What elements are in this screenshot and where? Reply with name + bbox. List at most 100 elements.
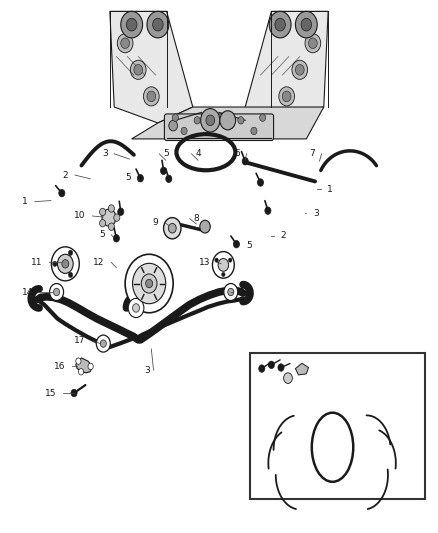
- Text: 16: 16: [54, 362, 65, 371]
- Circle shape: [233, 240, 240, 248]
- Circle shape: [258, 179, 264, 186]
- Circle shape: [201, 109, 220, 132]
- Circle shape: [283, 91, 291, 102]
- Text: 12: 12: [93, 258, 105, 266]
- Text: 5: 5: [246, 241, 252, 250]
- Circle shape: [194, 117, 200, 124]
- Circle shape: [259, 365, 265, 372]
- Circle shape: [131, 60, 146, 79]
- Text: 11: 11: [31, 258, 42, 266]
- Text: 3: 3: [102, 149, 108, 158]
- Circle shape: [215, 258, 218, 262]
- Circle shape: [172, 114, 178, 122]
- Circle shape: [278, 364, 284, 371]
- Circle shape: [181, 127, 187, 135]
- Text: 2: 2: [280, 231, 286, 240]
- Circle shape: [68, 272, 73, 278]
- Circle shape: [212, 252, 234, 278]
- Text: 2: 2: [63, 171, 68, 180]
- Circle shape: [62, 260, 69, 268]
- FancyBboxPatch shape: [164, 114, 274, 141]
- Circle shape: [96, 335, 110, 352]
- Circle shape: [147, 11, 169, 38]
- Circle shape: [127, 18, 137, 31]
- Circle shape: [76, 358, 81, 365]
- Circle shape: [251, 127, 257, 135]
- Circle shape: [147, 91, 155, 102]
- Text: 6: 6: [234, 149, 240, 158]
- Circle shape: [284, 373, 292, 383]
- Text: 7: 7: [309, 149, 315, 158]
- Circle shape: [222, 272, 225, 277]
- Text: 17: 17: [74, 336, 86, 345]
- Circle shape: [121, 11, 143, 38]
- Circle shape: [163, 217, 181, 239]
- Circle shape: [168, 223, 176, 233]
- Circle shape: [275, 18, 286, 31]
- Text: 1: 1: [22, 197, 28, 206]
- Circle shape: [269, 11, 291, 38]
- Text: 15: 15: [45, 389, 57, 398]
- Circle shape: [118, 208, 124, 215]
- Bar: [251, 353, 425, 499]
- Text: 5: 5: [163, 149, 169, 158]
- Circle shape: [128, 298, 144, 318]
- Circle shape: [133, 304, 140, 312]
- Polygon shape: [110, 11, 193, 123]
- Text: 9: 9: [152, 218, 158, 227]
- Circle shape: [51, 247, 79, 281]
- Circle shape: [133, 263, 166, 304]
- Text: 14: 14: [22, 287, 33, 296]
- Circle shape: [308, 38, 317, 49]
- Circle shape: [206, 115, 215, 126]
- Circle shape: [113, 235, 120, 242]
- Circle shape: [108, 223, 114, 230]
- Circle shape: [220, 111, 236, 130]
- Text: 5: 5: [99, 230, 105, 239]
- Polygon shape: [132, 107, 324, 139]
- Circle shape: [166, 175, 172, 182]
- Circle shape: [268, 361, 275, 368]
- Text: 4: 4: [195, 149, 201, 158]
- Polygon shape: [295, 364, 308, 375]
- Circle shape: [102, 209, 116, 226]
- Text: 10: 10: [74, 212, 86, 221]
- Circle shape: [242, 158, 248, 165]
- Circle shape: [152, 18, 163, 31]
- Polygon shape: [245, 11, 328, 123]
- Circle shape: [228, 288, 234, 296]
- Circle shape: [99, 208, 106, 216]
- Circle shape: [125, 254, 173, 313]
- Circle shape: [295, 64, 304, 75]
- Text: 13: 13: [199, 258, 210, 266]
- Text: 3: 3: [313, 209, 318, 218]
- Circle shape: [134, 64, 143, 75]
- Circle shape: [292, 60, 307, 79]
- Text: 14: 14: [240, 287, 251, 296]
- Circle shape: [229, 258, 232, 262]
- Circle shape: [49, 284, 64, 301]
- Circle shape: [53, 261, 57, 266]
- Circle shape: [146, 279, 152, 288]
- Circle shape: [114, 214, 120, 221]
- Circle shape: [108, 205, 114, 212]
- Circle shape: [238, 117, 244, 124]
- Circle shape: [68, 250, 73, 255]
- Polygon shape: [76, 358, 92, 373]
- Circle shape: [279, 87, 294, 106]
- Circle shape: [144, 87, 159, 106]
- Circle shape: [169, 120, 177, 131]
- Circle shape: [138, 174, 144, 182]
- Circle shape: [121, 38, 130, 49]
- Text: 3: 3: [144, 366, 150, 375]
- Text: 8: 8: [194, 214, 199, 223]
- Circle shape: [53, 288, 60, 296]
- Circle shape: [305, 34, 321, 53]
- Circle shape: [57, 254, 73, 273]
- Circle shape: [78, 368, 84, 375]
- Circle shape: [99, 220, 106, 227]
- Circle shape: [265, 207, 271, 214]
- Circle shape: [71, 389, 77, 397]
- Circle shape: [218, 259, 229, 271]
- Circle shape: [141, 274, 157, 293]
